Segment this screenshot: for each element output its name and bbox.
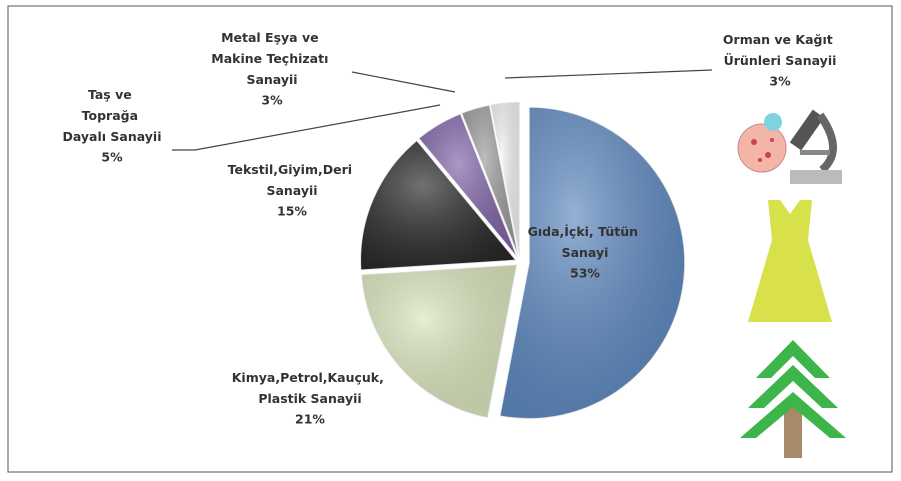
dress-icon xyxy=(748,200,832,322)
label-line: Sanayii xyxy=(246,72,297,87)
tree-icon xyxy=(740,340,846,458)
label-line: Dayalı Sanayii xyxy=(62,129,161,144)
label-line: Orman ve Kağıt xyxy=(723,32,837,47)
slice-label: Tekstil,Giyim,Deri Sanayii xyxy=(228,162,357,198)
label-line: Sanayi xyxy=(562,245,609,260)
microscope-icon xyxy=(737,109,842,184)
value-label: 3% xyxy=(769,74,791,89)
slice-label: Metal Eşya ve Makine Teçhizatı Sanayii xyxy=(211,30,332,87)
label-line: Ürünleri Sanayii xyxy=(724,53,837,68)
label-line: Sanayii xyxy=(266,183,317,198)
leader-line xyxy=(172,104,441,151)
value-label: 53% xyxy=(570,266,600,281)
label-line: Plastik Sanayii xyxy=(258,391,361,406)
slice-label: Orman ve Kağıt Ürünleri Sanayii xyxy=(723,32,837,68)
value-label: 3% xyxy=(261,93,283,108)
label-line: Toprağa xyxy=(82,108,143,123)
label-line: Makine Teçhizatı xyxy=(211,51,332,66)
label-line: Metal Eşya ve xyxy=(221,30,323,45)
value-label: 5% xyxy=(101,150,123,165)
value-label: 21% xyxy=(295,412,325,427)
label-line: Kimya,Petrol,Kauçuk, xyxy=(232,370,388,385)
leader-line xyxy=(351,71,456,93)
leader-line xyxy=(504,69,713,79)
slice-label: Taş ve Toprağa Dayalı Sanayii xyxy=(62,87,161,144)
label-line: Tekstil,Giyim,Deri xyxy=(228,162,357,177)
slice-label: Kimya,Petrol,Kauçuk, Plastik Sanayii xyxy=(232,370,388,406)
label-line: Gıda,İçki, Tütün xyxy=(528,224,643,239)
value-label: 15% xyxy=(277,204,307,219)
labels: Gıda,İçki, Tütün Sanayi 53% Kimya,Petrol,K… xyxy=(62,30,837,427)
slice-label: Gıda,İçki, Tütün Sanayi xyxy=(528,224,643,260)
label-line: Taş ve xyxy=(88,87,136,102)
